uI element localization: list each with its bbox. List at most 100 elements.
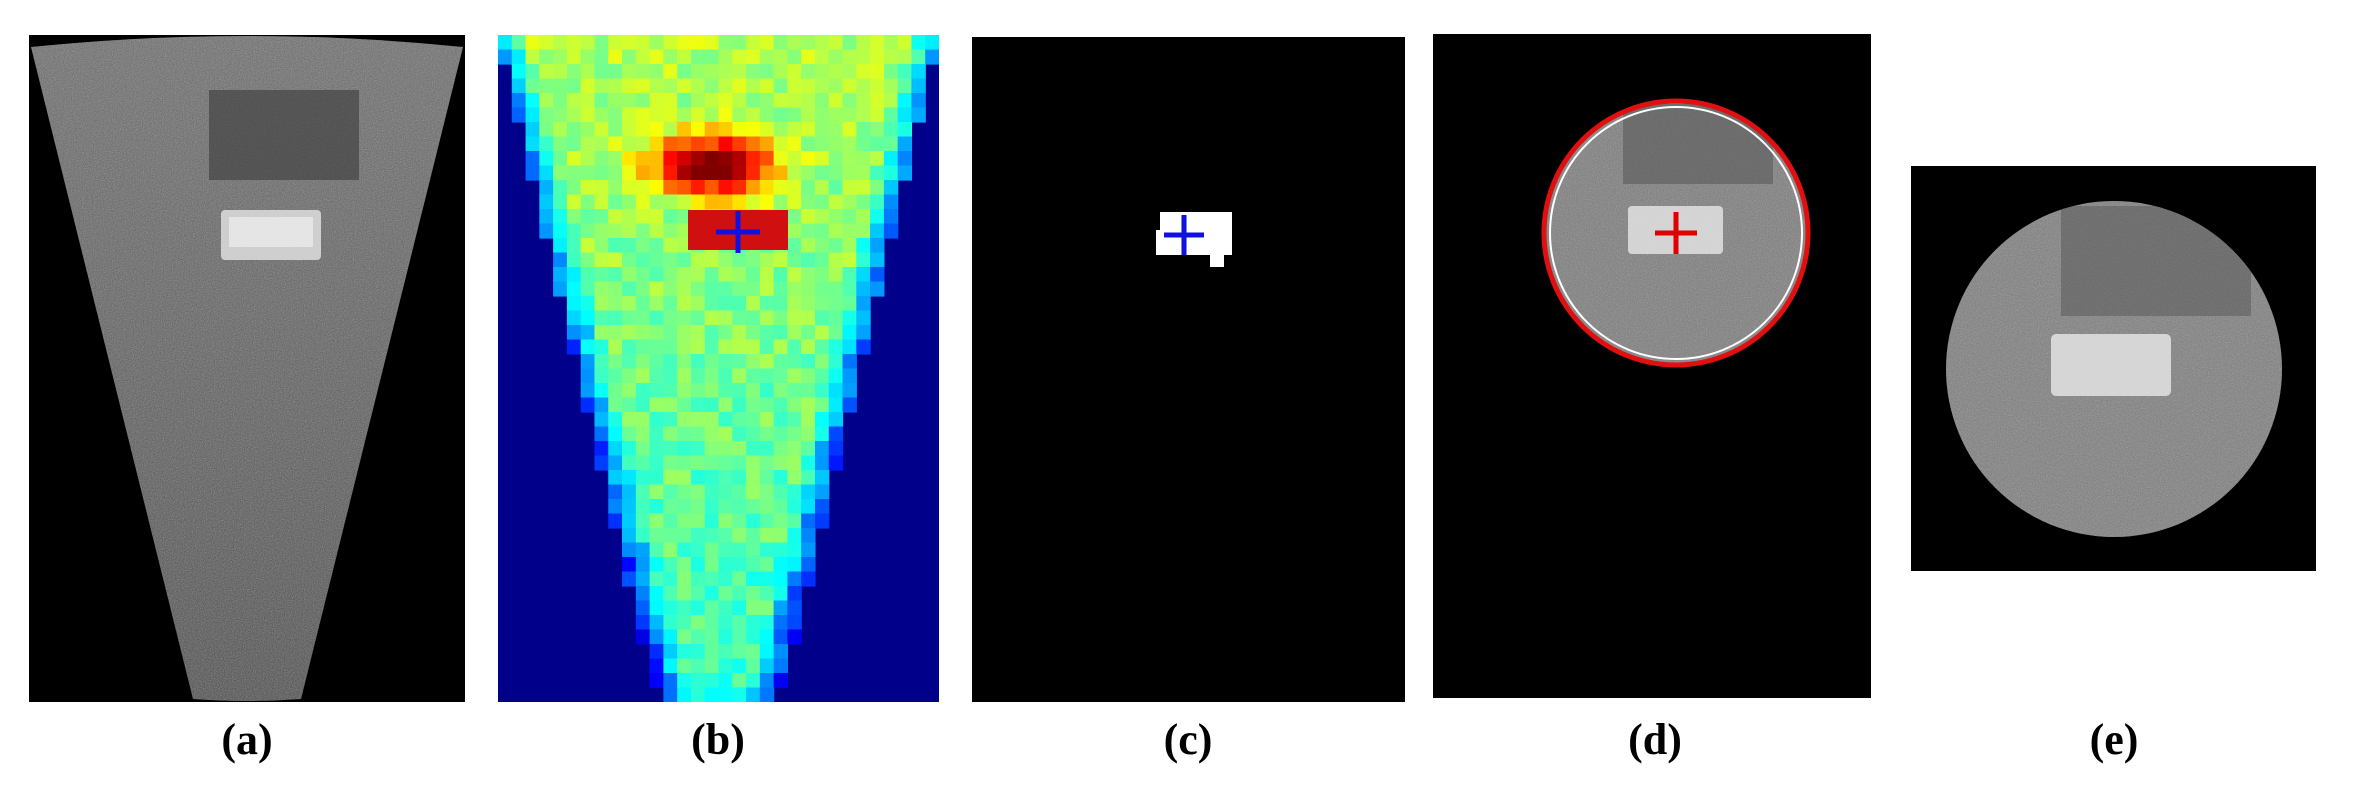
heatmap-cell: [677, 542, 692, 558]
heatmap-cell: [649, 78, 664, 94]
heatmap-cell: [773, 658, 789, 674]
heatmap-cell: [622, 412, 637, 428]
heatmap-cell: [649, 64, 664, 80]
heatmap-cell: [870, 136, 885, 152]
heatmap-cell: [759, 78, 775, 94]
heatmap-cell: [773, 354, 789, 370]
heatmap-cell: [897, 35, 913, 51]
heatmap-cell: [773, 267, 789, 283]
heatmap-cell: [718, 310, 733, 326]
heatmap-cell: [732, 644, 747, 660]
heatmap-cell: [580, 252, 596, 268]
heatmap-cell: [773, 281, 789, 297]
heatmap-cell: [759, 629, 775, 645]
heatmap-cell: [704, 122, 720, 138]
heatmap-cell: [525, 107, 540, 123]
heatmap-cell: [828, 78, 844, 94]
heatmap-cell: [594, 267, 609, 283]
heatmap-cell: [690, 368, 706, 384]
heatmap-cell: [511, 49, 527, 65]
heatmap-cell: [677, 122, 692, 138]
heatmap-cell: [787, 64, 802, 80]
panel-e-cropped-patch: [1911, 166, 2316, 571]
heatmap-cell: [883, 78, 899, 94]
heatmap-cell: [773, 339, 789, 355]
heatmap-cell: [801, 499, 816, 515]
heatmap-cell: [801, 368, 816, 384]
heatmap-cell: [539, 136, 554, 152]
heatmap-cell: [580, 310, 596, 326]
heatmap-cell: [787, 223, 802, 239]
heatmap-cell: [787, 426, 802, 442]
heatmap-cell: [746, 397, 761, 413]
heatmap-cell: [746, 513, 761, 529]
heatmap-cell: [635, 600, 651, 616]
heatmap-cell: [663, 35, 678, 51]
heatmap-cell: [649, 252, 664, 268]
heatmap-cell: [649, 557, 664, 573]
heatmap-cell: [828, 35, 844, 51]
heatmap-cell: [773, 426, 789, 442]
heatmap-cell: [539, 93, 554, 109]
heatmap-cell: [608, 64, 623, 80]
heatmap-cell: [732, 397, 747, 413]
heatmap-cell: [677, 209, 692, 225]
heatmap-cell: [911, 107, 926, 123]
heatmap-cell: [690, 673, 706, 689]
heatmap-cell: [718, 484, 733, 500]
heatmap-cell: [677, 354, 692, 370]
heatmap-cell: [690, 441, 706, 457]
heatmap-cell: [773, 310, 789, 326]
heatmap-cell: [594, 368, 609, 384]
heatmap-cell: [732, 107, 747, 123]
heatmap-cell: [622, 267, 637, 283]
centroid-cross-blue: [716, 211, 760, 253]
heatmap-cell: [746, 441, 761, 457]
heatmap-cell: [870, 107, 885, 123]
heatmap-cell: [622, 107, 637, 123]
heatmap-cell: [718, 397, 733, 413]
heatmap-cell: [718, 615, 733, 631]
heatmap-cell: [732, 455, 747, 471]
heatmap-cell: [773, 194, 789, 210]
heatmap-cell: [718, 194, 733, 210]
heatmap-cell: [704, 165, 720, 181]
heatmap-cell: [883, 64, 899, 80]
target-object-patch: [2051, 334, 2171, 396]
heatmap-cell: [594, 383, 609, 399]
heatmap-cell: [677, 600, 692, 616]
heatmap-cell: [787, 571, 802, 587]
heatmap-cell: [773, 368, 789, 384]
heatmap-cell: [718, 267, 733, 283]
heatmap-cell: [622, 151, 637, 167]
heatmap-cell: [690, 499, 706, 515]
heatmap-cell: [635, 165, 651, 181]
heatmap-cell: [773, 49, 789, 65]
heatmap-cell: [746, 136, 761, 152]
heatmap-cell: [635, 64, 651, 80]
heatmap-cell: [718, 107, 733, 123]
heatmap-cell: [870, 64, 885, 80]
heatmap-cell: [828, 426, 844, 442]
heatmap-cell: [580, 325, 596, 341]
heatmap-cell: [883, 93, 899, 109]
heatmap-cell: [773, 499, 789, 515]
heatmap-cell: [594, 180, 609, 196]
heatmap-cell: [622, 383, 637, 399]
heatmap-cell: [580, 238, 596, 254]
heatmap-cell: [759, 658, 775, 674]
heatmap-cell: [622, 426, 637, 442]
heatmap-cell: [718, 673, 733, 689]
heatmap-cell: [663, 296, 678, 312]
heatmap-cell: [690, 557, 706, 573]
heatmap-cell: [746, 383, 761, 399]
heatmap-cell: [897, 49, 913, 65]
heatmap-cell: [870, 151, 885, 167]
heatmap-cell: [539, 107, 554, 123]
heatmap-cell: [718, 64, 733, 80]
heatmap-cell: [649, 296, 664, 312]
heatmap-cell: [814, 151, 830, 167]
heatmap-cell: [677, 368, 692, 384]
heatmap-cell: [787, 165, 802, 181]
heatmap-cell: [911, 64, 926, 80]
